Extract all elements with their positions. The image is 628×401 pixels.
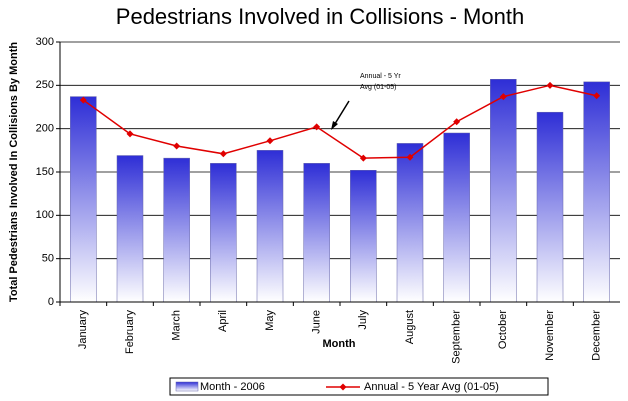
- legend-swatch: [175, 381, 199, 392]
- x-tick-label: October: [497, 310, 509, 349]
- line-marker: [266, 137, 274, 145]
- x-axis-label: Month: [323, 338, 356, 350]
- x-tick-label: December: [591, 310, 603, 361]
- annotation: Avg (01-05): [360, 84, 396, 91]
- annotation: Annual - 5 Yr: [360, 73, 401, 80]
- line-marker: [79, 96, 87, 104]
- x-tick-label: January: [77, 310, 89, 350]
- line-marker: [219, 150, 227, 158]
- bar: [210, 163, 237, 303]
- x-tick-label: September: [451, 310, 463, 364]
- line-marker: [126, 130, 134, 138]
- x-tick-label: November: [544, 310, 556, 361]
- bar: [116, 155, 144, 303]
- x-tick-label: February: [124, 310, 136, 355]
- line: [82, 84, 597, 159]
- y-tick-label: 250: [36, 79, 54, 91]
- bar: [583, 81, 610, 303]
- legend-label: Month - 2006: [200, 381, 265, 393]
- y-tick-label: 0: [48, 296, 54, 308]
- line-marker: [546, 81, 554, 89]
- y-tick-label: 100: [36, 209, 54, 221]
- annotation-arrowhead: [331, 121, 338, 130]
- y-tick-label: 300: [36, 36, 54, 48]
- bar: [303, 163, 330, 303]
- x-tick-label: April: [217, 310, 229, 332]
- bar: [536, 111, 564, 303]
- bar: [163, 157, 190, 303]
- line-marker: [359, 154, 367, 162]
- line-marker: [406, 153, 414, 161]
- bar: [396, 143, 424, 303]
- bar: [70, 96, 97, 303]
- bar: [256, 150, 284, 303]
- line-marker: [313, 123, 321, 131]
- line-marker: [593, 92, 601, 100]
- x-tick-label: March: [171, 310, 183, 341]
- y-tick-label: 150: [36, 166, 54, 178]
- bar: [350, 170, 377, 303]
- line-marker: [499, 93, 507, 101]
- line-marker: [453, 118, 461, 126]
- chart-title: Pedestrians Involved in Collisions - Mon…: [116, 4, 524, 29]
- bar: [490, 79, 517, 303]
- bar: [443, 132, 470, 303]
- line-marker: [173, 142, 181, 150]
- y-axis-label: Total Pedestrians Involved In Collisions…: [8, 42, 20, 302]
- legend-marker: [339, 383, 347, 391]
- y-tick-label: 200: [36, 123, 54, 135]
- x-tick-label: August: [404, 310, 416, 344]
- x-tick-label: June: [311, 310, 323, 334]
- y-tick-label: 50: [42, 253, 54, 265]
- x-tick-label: May: [264, 310, 276, 331]
- legend-label: Annual - 5 Year Avg (01-05): [364, 381, 499, 393]
- x-tick-label: July: [357, 310, 369, 330]
